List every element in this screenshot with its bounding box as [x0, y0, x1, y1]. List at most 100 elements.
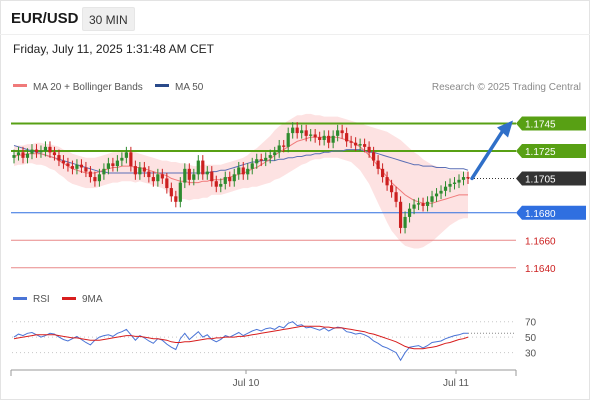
- level-tag-resistance: [516, 116, 586, 131]
- candle-body: [430, 196, 434, 202]
- level-tag-resistance: [516, 143, 586, 158]
- candle-body: [75, 164, 79, 169]
- candle-body: [192, 174, 196, 180]
- candle-body: [309, 134, 313, 136]
- ma50-legend-swatch: [155, 84, 169, 87]
- chart-datetime: Friday, July 11, 2025 1:31:48 AM CET: [13, 42, 214, 56]
- candle-body: [349, 141, 353, 143]
- candle-body: [187, 168, 191, 180]
- ma9-legend-label: 9MA: [82, 294, 103, 305]
- candle-body: [124, 152, 128, 158]
- candle-body: [439, 190, 443, 194]
- projection-arrow-head: [497, 120, 513, 138]
- candle-body: [282, 145, 286, 147]
- candle-body: [129, 152, 133, 167]
- candle-body: [156, 174, 160, 182]
- projection-arrow-shaft: [470, 128, 505, 181]
- candle-body: [443, 186, 448, 191]
- candle-body: [425, 201, 430, 206]
- candle-body: [138, 167, 142, 175]
- candle-body: [48, 146, 52, 153]
- candle-body: [403, 216, 407, 228]
- candle-body: [277, 145, 281, 153]
- candle-body: [151, 177, 155, 182]
- candle-body: [30, 149, 34, 154]
- candle-body: [291, 127, 295, 134]
- time-axis: Jul 10 Jul 11: [10, 369, 517, 389]
- candle-body: [165, 178, 169, 189]
- candle-body: [205, 171, 209, 175]
- candle-body: [286, 133, 290, 147]
- time-axis-label: Jul 10: [233, 378, 260, 389]
- candle-body: [336, 130, 340, 136]
- projection-arrow: [470, 120, 513, 181]
- candle-body: [93, 177, 97, 182]
- candle-body: [210, 171, 214, 182]
- candle-body: [345, 133, 349, 142]
- candle-body: [183, 168, 187, 183]
- candle-body: [39, 150, 43, 153]
- candle-body: [304, 130, 308, 136]
- candle-body: [434, 193, 439, 197]
- candle-body: [259, 159, 263, 161]
- level-label-resistance: 1.1725: [525, 147, 556, 158]
- candle-body: [178, 182, 182, 202]
- candle-body: [79, 164, 84, 168]
- symbol-title: EUR/USD: [11, 10, 79, 27]
- level-tag-current: [516, 171, 586, 186]
- candle-body: [313, 134, 317, 138]
- candle-body: [21, 152, 25, 158]
- level-tag-support: [516, 205, 586, 220]
- candle-body: [214, 181, 218, 187]
- candle-body: [201, 160, 205, 175]
- candle-body: [457, 179, 461, 183]
- candle-body: [318, 137, 322, 140]
- candle-body: [273, 152, 277, 156]
- candle-body: [43, 146, 48, 151]
- candle-body: [367, 146, 371, 153]
- candle-body: [241, 167, 245, 175]
- candle-body: [115, 160, 119, 167]
- candle-body: [466, 177, 470, 179]
- candle-body: [61, 160, 66, 164]
- candle-body: [12, 155, 16, 158]
- ma9-line: [13, 325, 469, 350]
- candle-body: [219, 183, 223, 187]
- candle-body: [385, 177, 389, 186]
- level-label-current: 1.1705: [525, 174, 556, 185]
- candle-body: [142, 167, 146, 172]
- bollinger-bands: [14, 113, 468, 249]
- candle-body: [196, 160, 200, 175]
- rsi-panel: 70 50 30: [12, 318, 537, 362]
- ma50-legend-label: MA 50: [175, 82, 204, 93]
- candle-body: [106, 163, 110, 169]
- candle-body: [327, 135, 331, 143]
- bollinger-band-fill: [14, 113, 468, 249]
- candle-body: [372, 152, 376, 161]
- timeframe-button[interactable]: 30 MIN: [82, 7, 135, 31]
- candle-body: [407, 208, 412, 217]
- candle-body: [147, 171, 151, 178]
- candle-body: [448, 183, 452, 187]
- rsi-legend-label: RSI: [33, 294, 50, 305]
- candle-body: [376, 160, 380, 169]
- candle-body: [16, 152, 21, 156]
- header-divider: [0, 34, 590, 35]
- candle-body: [25, 153, 30, 158]
- candle-body: [52, 152, 57, 156]
- rsi-tick-label: 70: [525, 318, 537, 329]
- ma20-legend-swatch: [13, 84, 27, 87]
- candle-body: [380, 168, 385, 178]
- candle-body: [57, 155, 61, 161]
- research-credit: Research © 2025 Trading Central: [432, 82, 581, 93]
- candle-body: [452, 182, 457, 184]
- candle-body: [363, 144, 367, 147]
- candle-body: [160, 174, 164, 179]
- rsi-line: [13, 321, 468, 362]
- candle-body: [412, 204, 416, 209]
- ma20-legend-label: MA 20 + Bollinger Bands: [33, 82, 143, 93]
- candle-body: [268, 155, 272, 158]
- candle-body: [70, 166, 75, 169]
